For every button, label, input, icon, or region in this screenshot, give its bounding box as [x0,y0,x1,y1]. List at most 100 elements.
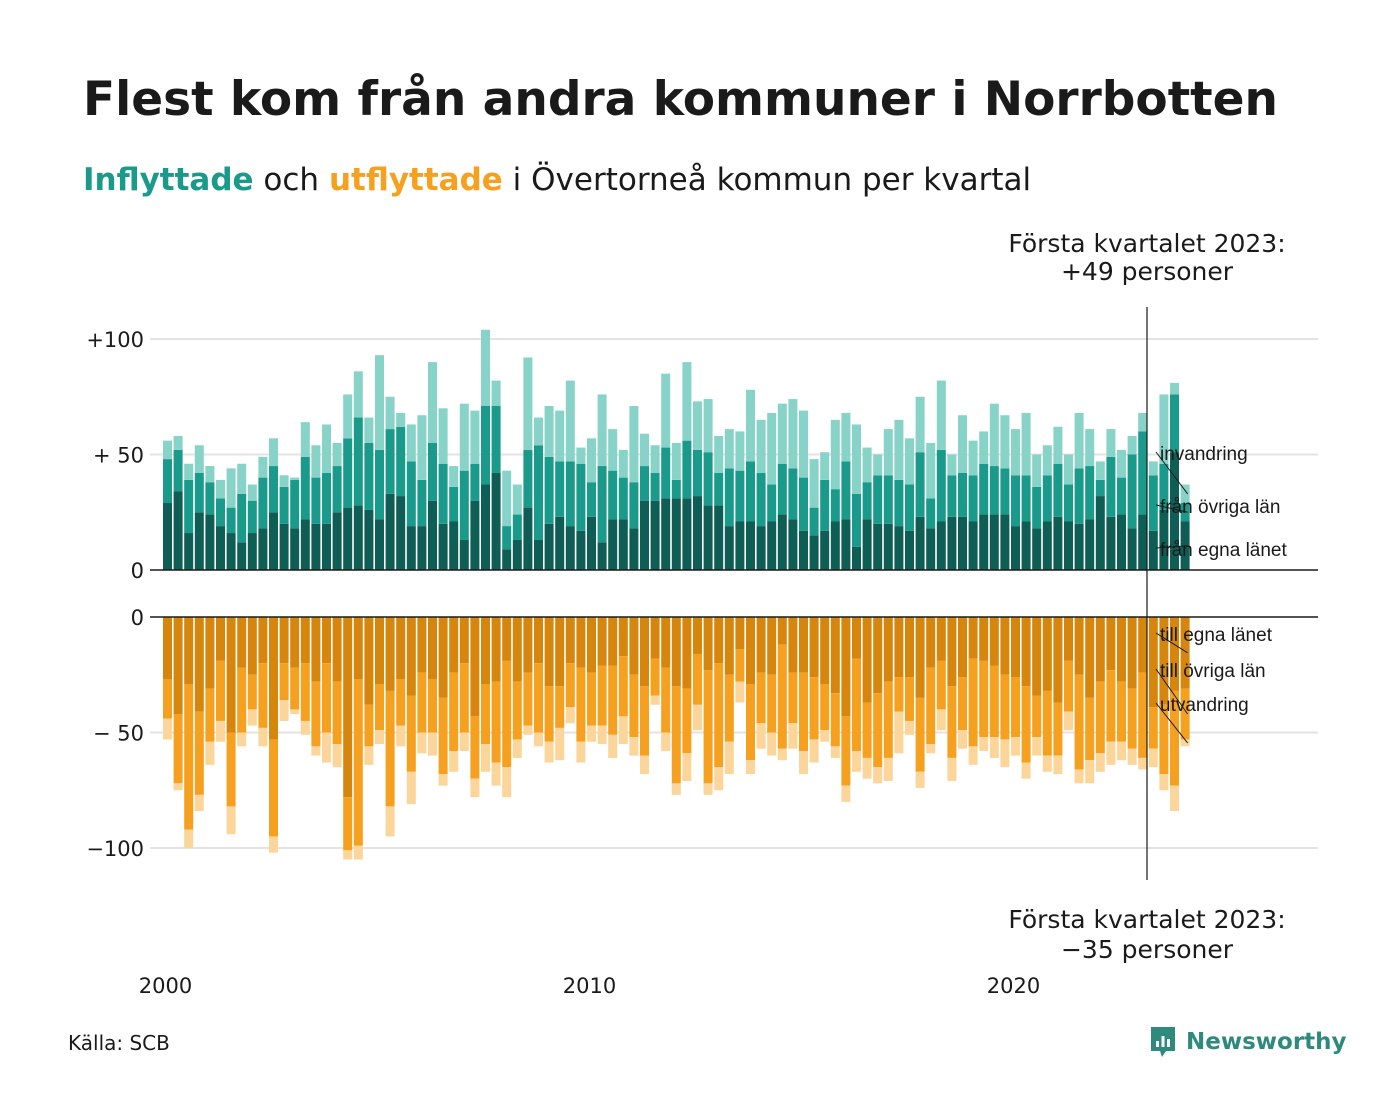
inflow-bar-other [396,426,406,497]
inflow-bar-other [311,477,321,524]
outflow-bar-own [332,617,342,682]
inflow-bar-own [1011,526,1020,570]
inflow-bar-immig [1095,461,1105,480]
outflow-bar-own [1074,617,1084,675]
inflow-bar-own [226,533,236,570]
top-y-tick-label: + 50 [93,444,144,468]
outflow-bar-other [396,679,406,726]
outflow-bar-other [1138,672,1148,758]
outflow-bar-own [693,617,702,654]
outflow-bar-own [703,617,713,671]
outflow-label-leader [1155,702,1188,744]
inflow-bar-other [1117,477,1126,515]
outflow-bar-other [820,683,830,731]
inflow-bar-other [375,449,384,520]
outflow-bar-emig [1074,769,1084,784]
inflow-bar-own [1159,509,1169,570]
outflow-bar-own [809,617,819,678]
outflow-bar-own [247,617,257,675]
inflow-label-leader [1155,451,1188,495]
outflow-bar-emig [406,771,416,805]
inflow-bar-own [1106,516,1116,570]
inflow-bar-own [1074,523,1084,570]
outflow-bar-own [894,617,904,678]
inflow-bar-other [915,452,925,517]
x-tick-label: 2020 [987,974,1040,998]
outflow-bar-other [194,711,204,795]
bottom-y-tick-label: −100 [86,837,144,861]
outflow-bar-other [523,672,533,726]
brand-logo[interactable]: Newsworthy [1148,1024,1347,1060]
outflow-bar-own [724,617,734,675]
outflow-bar-own [841,617,851,717]
inflow-bar-immig [724,429,734,469]
inflow-bar-immig [746,389,755,462]
inflow-bar-own [587,516,596,570]
inflow-bar-own [470,500,480,570]
inflow-bar-own [205,514,215,570]
axes: 0 + 50 +100 0 − 50 −100 2000 2010 2020 [86,328,1318,998]
inflow-bar-immig [1106,429,1116,457]
inflow-bar-own [502,549,512,570]
outflow-bar-own [852,617,861,659]
outflow-bar-own [470,617,480,717]
outflow-bar-emig [290,709,300,715]
inflow-bar-other [608,470,618,520]
outflow-bar-own [406,617,416,696]
inflow-bar-other [809,507,819,536]
inflow-bar-other [703,452,713,506]
inflow-bar-other [364,442,374,510]
inflow-bar-immig [894,419,904,480]
inflow-bar-other [1011,475,1020,527]
outflow-bar-emig [491,762,501,786]
outflow-bar-emig [724,741,734,775]
inflow-bar-immig [216,479,225,499]
outflow-bar-emig [1095,753,1105,772]
inflow-bar-immig [311,445,321,478]
outflow-bar-own [523,617,533,673]
outflow-bar-own [830,617,840,694]
outflow-bar-other [353,679,363,846]
outflow-bar-other [661,667,671,733]
inflow-bar-own [777,514,787,570]
outflow-bar-other [703,670,713,784]
inflow-bar-other [1074,468,1084,524]
outflow-bar-own [905,617,914,678]
outflow-bar-emig [661,732,671,751]
inflow-bar-own [841,519,851,570]
inflow-bar-own [756,526,766,570]
outflow-bar-other [905,677,914,721]
inflow-bar-immig [703,399,713,453]
brand-name: Newsworthy [1186,1029,1347,1055]
outflow-bar-emig [1117,741,1126,761]
inflow-bar-other [534,445,543,540]
inflow-bar-other [1170,394,1179,453]
inflow-bar-immig [406,424,416,462]
outflow-bar-emig [799,750,808,775]
inflow-bar-own [767,521,777,570]
outflow-bar-emig [989,737,999,758]
outflow-bar-own [576,617,586,668]
inflow-bar-own [438,523,448,570]
outflow-bar-emig [1138,757,1148,770]
inflow-bar-own [184,533,194,570]
outflow-bar-other [226,732,236,807]
outflow-bar-other [1000,674,1010,740]
inflow-bar-immig [322,424,331,473]
outflow-bar-emig [576,741,586,763]
outflow-bar-other [216,660,225,721]
inflow-bar-own [608,519,618,570]
inflow-bar-immig [184,463,194,480]
inflow-bar-own [958,516,967,570]
outflow-bar-own [1095,617,1105,682]
outflow-bar-emig [565,707,575,724]
inflow-bar-other [841,461,851,520]
outflow-bar-own [1011,617,1020,678]
inflow-bar-own [852,546,861,570]
inflow-bar-own [1042,521,1052,570]
inflow-bar-immig [512,484,522,515]
inflow-bar-own [311,523,321,570]
inflow-bar-other [502,526,512,550]
inflow-bar-own [459,539,469,570]
outflow-bar-other [1021,686,1031,763]
